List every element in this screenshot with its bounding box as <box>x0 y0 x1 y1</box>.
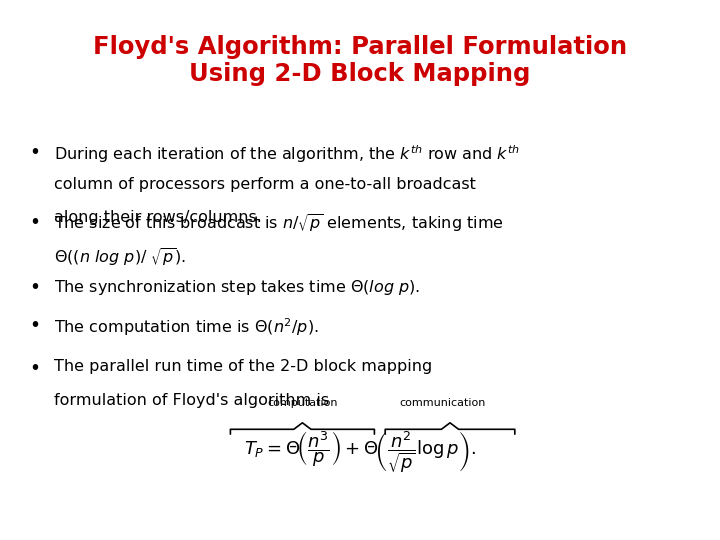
Text: •: • <box>29 316 40 335</box>
Text: communication: communication <box>400 397 486 408</box>
Text: $T_P = \Theta\!\left(\dfrac{n^3}{p}\right) + \Theta\!\left(\dfrac{n^2}{\sqrt{p}}: $T_P = \Theta\!\left(\dfrac{n^3}{p}\righ… <box>244 429 476 475</box>
Text: The computation time is $\Theta(n^2/p)$.: The computation time is $\Theta(n^2/p)$. <box>54 316 319 338</box>
Text: •: • <box>29 359 40 378</box>
Text: column of processors perform a one-to-all broadcast: column of processors perform a one-to-al… <box>54 177 476 192</box>
Text: •: • <box>29 213 40 232</box>
Text: The size of this broadcast is $n/\sqrt{p}$ elements, taking time: The size of this broadcast is $n/\sqrt{p… <box>54 213 504 235</box>
Text: The synchronization step takes time $\Theta(\mathit{log}\ p)$.: The synchronization step takes time $\Th… <box>54 278 420 297</box>
Text: The parallel run time of the 2-D block mapping: The parallel run time of the 2-D block m… <box>54 359 432 374</box>
Text: •: • <box>29 143 40 162</box>
Text: Floyd's Algorithm: Parallel Formulation: Floyd's Algorithm: Parallel Formulation <box>93 35 627 59</box>
Text: •: • <box>29 278 40 297</box>
Text: Using 2-D Block Mapping: Using 2-D Block Mapping <box>189 62 531 86</box>
Text: computation: computation <box>267 397 338 408</box>
Text: along their rows/columns.: along their rows/columns. <box>54 210 262 225</box>
Text: During each iteration of the algorithm, the $k^{th}$ row and $k^{th}$: During each iteration of the algorithm, … <box>54 143 520 165</box>
Text: $\Theta((n\ \mathit{log}\ p)/\ \sqrt{p})$.: $\Theta((n\ \mathit{log}\ p)/\ \sqrt{p})… <box>54 247 186 269</box>
Text: formulation of Floyd's algorithm is: formulation of Floyd's algorithm is <box>54 393 329 408</box>
